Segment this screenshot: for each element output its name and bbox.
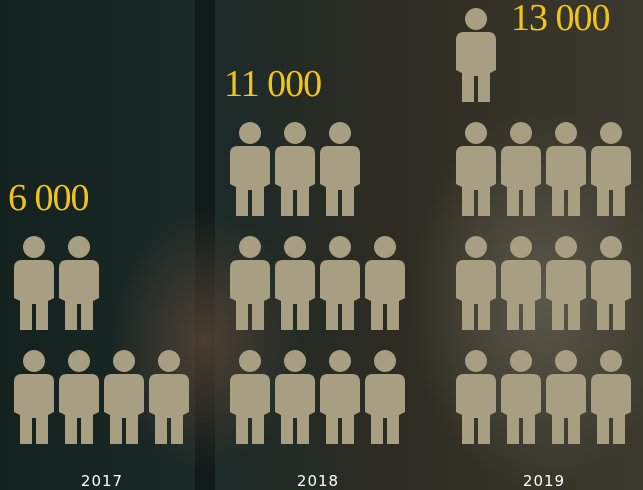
icon-head (465, 236, 487, 258)
icon-head (239, 122, 261, 144)
background-photo (110, 210, 300, 470)
value-label: 6 000 (8, 177, 89, 219)
icon-head (158, 350, 180, 372)
icon-head (555, 350, 577, 372)
icon-head (329, 350, 351, 372)
x-tick-label: 2017 (81, 472, 123, 490)
icon-head (239, 350, 261, 372)
icon-head (239, 236, 261, 258)
icon-head (284, 236, 306, 258)
icon-head (284, 122, 306, 144)
icon-head (23, 350, 45, 372)
icon-head (284, 350, 306, 372)
icon-head (600, 236, 622, 258)
icon-head (374, 236, 396, 258)
icon-head (68, 236, 90, 258)
icon-head (329, 122, 351, 144)
x-tick-label: 2019 (523, 472, 565, 490)
x-tick-label: 2018 (297, 472, 339, 490)
icon-head (510, 236, 532, 258)
icon-head (600, 350, 622, 372)
icon-head (329, 236, 351, 258)
icon-head (465, 8, 487, 30)
icon-head (600, 122, 622, 144)
icon-head (465, 350, 487, 372)
icon-head (68, 350, 90, 372)
chart: 6 000 2017 11 000 2018 13 000 2019 (0, 0, 643, 490)
icon-head (555, 122, 577, 144)
icon-head (113, 350, 135, 372)
icon-head (374, 350, 396, 372)
icon-head (465, 122, 487, 144)
icon-head (23, 236, 45, 258)
value-label: 11 000 (224, 63, 321, 105)
page: 6 000201711 000201813 0002019 (() => { c… (0, 0, 643, 490)
icon-head (510, 350, 532, 372)
icon-head (510, 122, 532, 144)
icon-head (555, 236, 577, 258)
value-label: 13 000 (511, 0, 610, 39)
